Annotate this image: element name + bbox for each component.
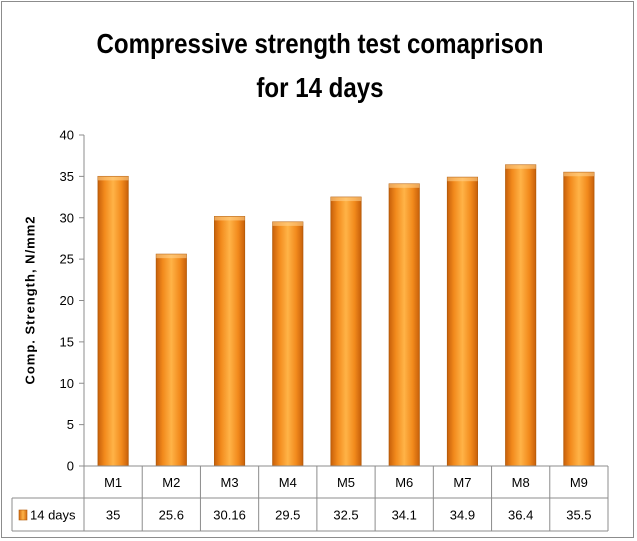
- bar-top-highlight: [447, 177, 478, 182]
- y-tick-label: 10: [60, 376, 74, 391]
- data-table-value: 25.6: [159, 508, 184, 523]
- bar: [272, 221, 304, 467]
- x-category-label: M4: [279, 475, 297, 490]
- bar-top-highlight: [563, 172, 595, 177]
- data-table-value: 35.5: [566, 508, 591, 523]
- bar-top-highlight: [97, 176, 129, 181]
- bar: [563, 171, 595, 467]
- bar-top-highlight: [156, 254, 187, 259]
- x-category-label: M8: [512, 475, 530, 490]
- data-table-value: 34.1: [392, 508, 417, 523]
- y-tick-label: 40: [60, 128, 74, 143]
- y-tick-label: 25: [60, 252, 74, 267]
- data-table-value: 36.4: [508, 508, 533, 523]
- x-category-label: M9: [570, 475, 588, 490]
- data-table-value: 30.16: [213, 508, 246, 523]
- data-table-value: 35: [106, 508, 120, 523]
- bar: [214, 216, 246, 467]
- bar: [330, 196, 362, 467]
- bar-top-highlight: [272, 221, 303, 226]
- legend-series-name: 14 days: [30, 508, 76, 523]
- y-tick-label: 20: [60, 293, 74, 308]
- x-category-label: M2: [162, 475, 180, 490]
- chart-title: Compressive strength test comaprison for…: [96, 28, 544, 103]
- y-tick-label: 35: [60, 169, 74, 184]
- x-category-label: M3: [221, 475, 239, 490]
- bar: [155, 253, 187, 467]
- bar-top-highlight: [330, 197, 362, 202]
- y-tick-label: 15: [60, 334, 74, 349]
- x-category-label: M6: [395, 475, 413, 490]
- x-category-label: M1: [104, 475, 122, 490]
- data-table-value: 29.5: [275, 508, 300, 523]
- bar-top-highlight: [214, 216, 245, 221]
- x-category-label: M7: [453, 475, 471, 490]
- bar: [446, 176, 478, 467]
- bar: [97, 175, 129, 467]
- legend-swatch: [18, 509, 28, 521]
- bar-top-highlight: [505, 164, 536, 169]
- x-category-label: M5: [337, 475, 355, 490]
- bar-top-highlight: [389, 183, 420, 188]
- bar: [388, 183, 420, 467]
- y-tick-label: 30: [60, 210, 74, 225]
- data-table-value: 32.5: [333, 508, 358, 523]
- y-tick-label: 0: [67, 459, 74, 474]
- bar: [505, 164, 537, 467]
- y-tick-label: 5: [67, 417, 74, 432]
- data-table-value: 34.9: [450, 508, 475, 523]
